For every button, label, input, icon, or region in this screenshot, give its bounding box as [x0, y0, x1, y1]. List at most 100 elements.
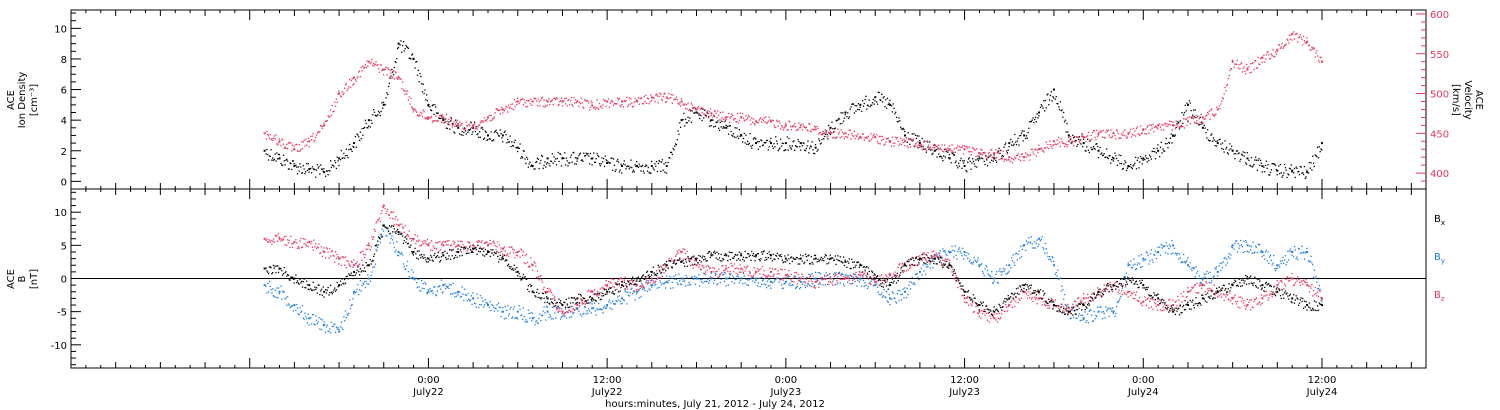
- by-series-sample: [882, 295, 884, 297]
- density-series-sample: [1309, 167, 1311, 169]
- velocity-series-sample: [598, 108, 600, 111]
- velocity-series-sample: [1107, 129, 1110, 131]
- by-series-sample: [792, 284, 794, 286]
- velocity-series-sample: [987, 152, 990, 155]
- bz-series-sample: [807, 282, 809, 285]
- velocity-series-sample: [512, 108, 515, 111]
- velocity-series-sample: [912, 138, 914, 140]
- velocity-series-point: [889, 140, 892, 143]
- by-series-sample: [417, 278, 419, 281]
- velocity-series-sample: [901, 139, 903, 141]
- density-series-sample: [880, 99, 882, 101]
- velocity-series-sample: [890, 145, 893, 147]
- density-series-sample: [570, 154, 573, 156]
- velocity-series-sample: [671, 102, 673, 104]
- bz-series-sample: [545, 291, 548, 293]
- by-series-sample: [322, 324, 324, 327]
- density-series-sample: [598, 155, 600, 158]
- by-series-sample: [1252, 241, 1254, 243]
- velocity-series-sample: [1093, 130, 1095, 132]
- velocity-series-sample: [605, 105, 607, 107]
- bz-series-sample: [298, 247, 300, 249]
- by-series-sample: [1152, 261, 1154, 263]
- by-series-sample: [708, 282, 710, 284]
- by-series-sample: [334, 323, 336, 325]
- density-series-sample: [811, 141, 813, 143]
- bz-series-sample: [777, 270, 779, 272]
- density-series-sample: [343, 152, 345, 155]
- velocity-series-sample: [702, 107, 704, 109]
- bz-series-sample: [344, 264, 346, 266]
- density-series-sample: [842, 120, 845, 122]
- velocity-series-sample: [334, 105, 337, 107]
- density-series-sample: [627, 165, 630, 167]
- density-series-sample: [1288, 167, 1291, 169]
- density-series-sample: [693, 112, 695, 114]
- by-series-sample: [334, 331, 337, 334]
- velocity-series-sample: [1309, 48, 1311, 51]
- density-series-sample: [749, 132, 751, 135]
- velocity-series-sample: [434, 120, 436, 122]
- bz-series-sample: [374, 230, 376, 232]
- by-series-sample: [491, 303, 493, 306]
- by-series-sample: [965, 254, 967, 257]
- density-series-sample: [1005, 150, 1008, 152]
- velocity-series-sample: [1036, 149, 1038, 151]
- velocity-series-sample: [571, 103, 573, 106]
- bz-series-sample: [325, 257, 327, 259]
- velocity-series-sample: [557, 104, 559, 107]
- by-series-sample: [700, 281, 702, 283]
- density-series-sample: [454, 132, 456, 134]
- bz-series-sample: [377, 219, 380, 221]
- density-series-sample: [721, 120, 723, 123]
- by-series-sample: [909, 281, 911, 283]
- by-series-sample: [359, 280, 362, 282]
- bz-series-sample: [365, 248, 367, 250]
- density-series-sample: [931, 153, 933, 156]
- velocity-tick-label: 450: [1430, 129, 1449, 140]
- velocity-series-sample: [810, 131, 812, 133]
- velocity-series-point: [874, 136, 877, 139]
- density-series-sample: [1288, 174, 1290, 176]
- velocity-series-sample: [731, 113, 733, 115]
- by-series-sample: [487, 303, 489, 305]
- density-series-sample: [454, 119, 457, 121]
- density-series-sample: [1272, 162, 1274, 165]
- by-series-sample: [816, 280, 818, 283]
- velocity-series-sample: [1063, 145, 1066, 148]
- bz-series-sample: [701, 265, 703, 267]
- by-series-sample: [841, 272, 843, 275]
- density-series-sample: [599, 165, 601, 167]
- density-series-point: [427, 103, 430, 106]
- velocity-series-point: [1023, 156, 1026, 159]
- velocity-series-sample: [1226, 83, 1229, 86]
- bz-series-sample: [833, 278, 835, 281]
- density-series-sample: [290, 162, 292, 165]
- by-series-sample: [369, 280, 371, 282]
- bz-series-sample: [590, 290, 592, 292]
- bz-series-sample: [654, 281, 656, 283]
- velocity-series-sample: [851, 132, 853, 135]
- bz-series-sample: [444, 241, 447, 243]
- bz-series-sample: [385, 212, 387, 215]
- density-series-sample: [566, 160, 568, 162]
- by-series-sample: [914, 273, 917, 275]
- bz-series-sample: [690, 258, 693, 260]
- density-series-sample: [1022, 140, 1024, 142]
- density-series-sample: [822, 133, 824, 135]
- density-series-sample: [996, 151, 999, 153]
- velocity-series-sample: [1030, 148, 1033, 151]
- velocity-series-sample: [1202, 122, 1204, 124]
- density-series-sample: [1064, 119, 1066, 121]
- by-series-sample: [583, 306, 586, 308]
- density-series-sample: [603, 157, 605, 160]
- by-series-sample: [614, 303, 616, 305]
- density-series-sample: [799, 145, 801, 148]
- by-series-sample: [347, 314, 349, 316]
- velocity-series-sample: [286, 148, 289, 150]
- bz-series-sample: [655, 269, 658, 272]
- density-series-sample: [878, 91, 880, 94]
- by-series-sample: [847, 275, 850, 277]
- velocity-series-sample: [1288, 42, 1290, 44]
- by-series-sample: [1264, 251, 1267, 253]
